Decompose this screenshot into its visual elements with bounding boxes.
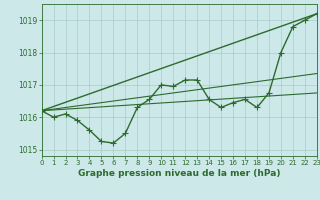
X-axis label: Graphe pression niveau de la mer (hPa): Graphe pression niveau de la mer (hPa) [78,169,280,178]
